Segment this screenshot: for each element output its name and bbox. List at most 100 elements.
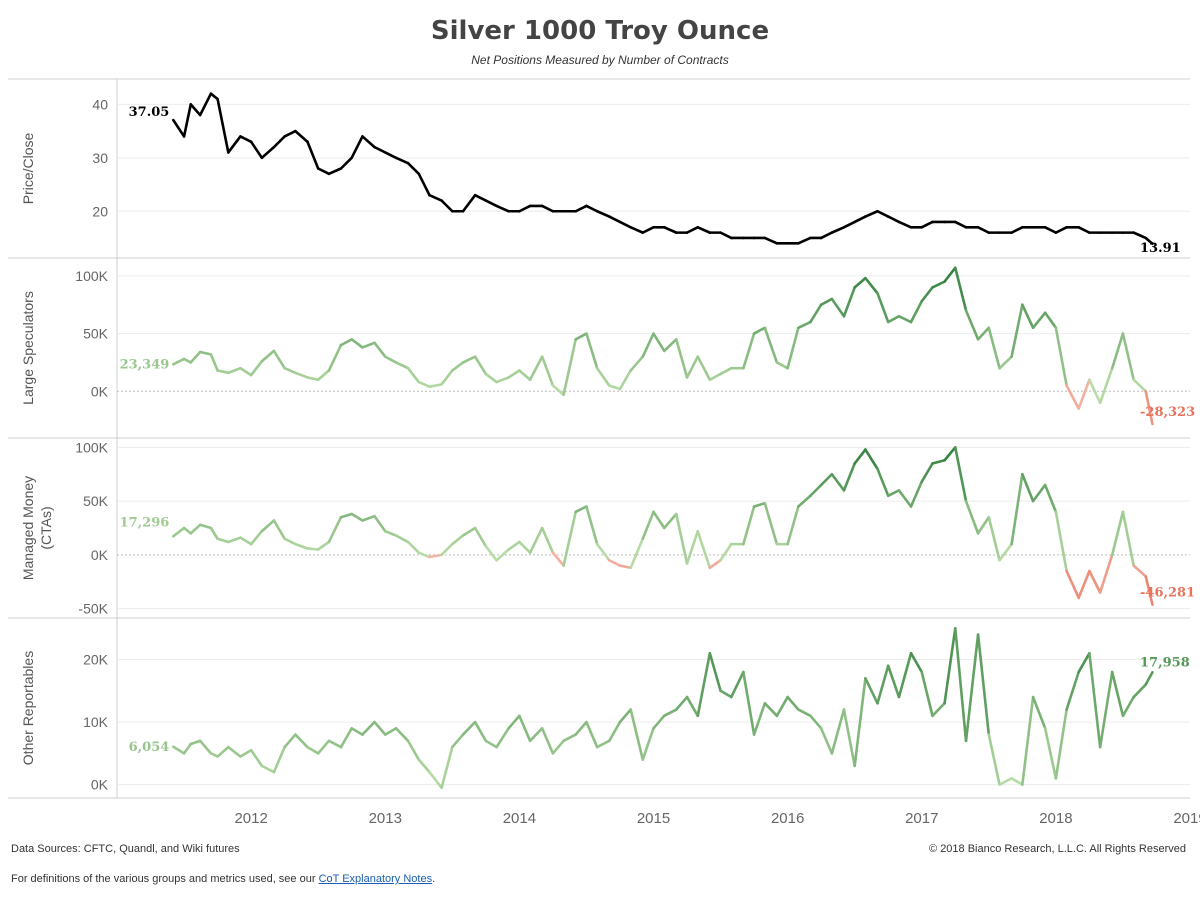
series-segment: [943, 626, 957, 705]
x-tick-label: 2014: [503, 810, 536, 827]
series-segment: [373, 514, 387, 533]
series-segment: [897, 489, 913, 508]
series-segment: [719, 231, 733, 240]
series-segment: [675, 695, 689, 711]
series-segment: [719, 542, 733, 562]
series-segment: [1088, 378, 1102, 405]
series-segment: [574, 332, 588, 341]
series-segment: [182, 103, 193, 138]
series-segment: [1077, 225, 1091, 234]
series-segment: [249, 140, 264, 160]
series-segment: [373, 145, 387, 154]
ylabel-managed-money-sub: (CTAs): [38, 506, 54, 549]
series-segment: [1054, 225, 1068, 234]
series-segment: [964, 633, 980, 743]
series-segment: [786, 326, 800, 370]
series-segment: [316, 739, 331, 755]
series-segment: [998, 355, 1013, 370]
series-segment: [1054, 326, 1068, 387]
series-segment: [551, 551, 565, 567]
series-segment: [1121, 695, 1135, 718]
series-segment: [383, 355, 398, 364]
series-segment: [819, 472, 834, 487]
series-segment: [830, 708, 846, 755]
series-segment: [595, 739, 611, 749]
series-segment: [339, 727, 354, 749]
series-segment: [675, 512, 689, 565]
series-segment: [886, 215, 901, 224]
series-segment: [964, 309, 980, 341]
series-segment: [696, 529, 712, 570]
series-segment: [1021, 695, 1035, 786]
series-segment: [763, 236, 779, 245]
series-segment: [1110, 332, 1125, 370]
series-segment: [629, 355, 645, 372]
series-segment: [327, 739, 343, 749]
series-segment: [294, 129, 309, 144]
series-segment: [1043, 311, 1058, 330]
y-tick-label: 10K: [83, 714, 109, 730]
series-segment: [585, 720, 599, 749]
series-segment: [595, 366, 611, 387]
x-tick-label: 2013: [369, 810, 402, 827]
series-segment: [708, 651, 722, 693]
series-segment: [909, 651, 924, 674]
series-segment: [306, 140, 320, 170]
series-segment: [461, 193, 477, 213]
series-segment: [551, 384, 565, 397]
series-segment: [708, 558, 722, 570]
series-segment: [473, 526, 488, 548]
series-segment: [1132, 378, 1148, 393]
series-segment: [383, 727, 398, 736]
y-tick-label: 100K: [75, 439, 108, 455]
series-segment: [976, 515, 991, 535]
series-segment: [819, 297, 834, 307]
series-segment: [696, 225, 712, 234]
series-segment: [842, 708, 856, 768]
series-segment: [189, 523, 202, 535]
series-segment: [742, 670, 756, 736]
cot-notes-link[interactable]: CoT Explanatory Notes: [318, 873, 433, 885]
series-segment: [618, 220, 632, 229]
series-segment: [629, 537, 645, 570]
series-segment: [943, 266, 957, 283]
series-segment: [662, 512, 678, 530]
series-segment: [1077, 569, 1091, 600]
series-segment: [1077, 378, 1091, 410]
series-segment: [920, 286, 934, 303]
series-segment: [350, 135, 364, 160]
series-segment: [507, 714, 521, 730]
series-segment: [189, 350, 202, 364]
series-segment: [484, 739, 498, 749]
series-segment: [1098, 670, 1114, 749]
series-segment: [1043, 483, 1058, 514]
series-segment: [461, 355, 477, 364]
series-segment: [189, 739, 202, 746]
series-segment: [209, 92, 219, 101]
series-segment: [763, 326, 779, 364]
series-segment: [528, 355, 544, 382]
series-segment: [830, 472, 846, 492]
series-segment: [797, 236, 812, 245]
series-segment: [943, 446, 957, 462]
series-segment: [618, 564, 632, 570]
series-segment: [964, 499, 980, 535]
series-segment: [182, 526, 193, 535]
series-segment: [809, 303, 823, 324]
series-segment: [1043, 225, 1058, 234]
series-segment: [775, 361, 789, 370]
series-segment: [953, 626, 968, 743]
series-segment: [406, 540, 421, 555]
series-segment: [518, 204, 532, 213]
series-segment: [797, 708, 812, 718]
series-segment: [1031, 483, 1047, 503]
series-segment: [373, 720, 387, 736]
series-segment: [842, 220, 856, 229]
series-segment: [864, 276, 879, 295]
series-segment: [316, 167, 331, 176]
series-segment: [685, 225, 700, 234]
series-segment: [853, 215, 867, 224]
series-segment: [373, 341, 387, 358]
series-segment: [540, 526, 555, 555]
y-tick-label: 40: [92, 96, 108, 112]
